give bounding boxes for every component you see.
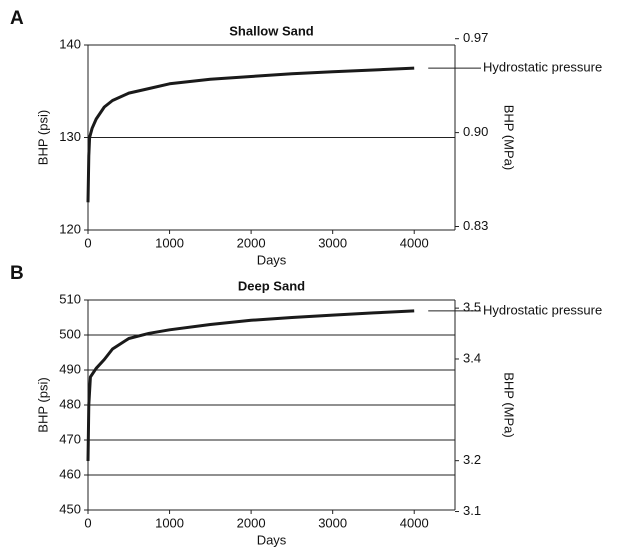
y-tick-label: 460 <box>59 466 81 481</box>
y2-axis-label: BHP (MPa) <box>502 105 517 171</box>
y-tick-label: 510 <box>59 291 81 306</box>
y-tick-label: 490 <box>59 361 81 376</box>
x-tick-label: 0 <box>84 235 91 250</box>
panel-label: B <box>10 263 24 284</box>
y2-tick-label: 3.5 <box>463 300 481 315</box>
x-tick-label: 3000 <box>318 235 347 250</box>
annotation: Hydrostatic pressure <box>483 302 602 317</box>
y2-tick-label: 0.97 <box>463 30 488 45</box>
x-tick-label: 4000 <box>400 515 429 530</box>
x-tick-label: 2000 <box>237 515 266 530</box>
data-line <box>86 66 415 203</box>
y-tick-label: 130 <box>59 129 81 144</box>
y2-tick-label: 0.90 <box>463 124 488 139</box>
x-tick-label: 3000 <box>318 515 347 530</box>
y-tick-label: 470 <box>59 431 81 446</box>
data-line <box>86 309 415 462</box>
x-tick-label: 4000 <box>400 235 429 250</box>
chart-title: Shallow Sand <box>229 23 314 38</box>
x-tick-label: 1000 <box>155 235 184 250</box>
y-axis-label: BHP (psi) <box>35 377 50 432</box>
y2-tick-label: 0.83 <box>463 218 488 233</box>
y-tick-label: 480 <box>59 396 81 411</box>
y-tick-label: 120 <box>59 221 81 236</box>
x-tick-label: 0 <box>84 515 91 530</box>
y2-tick-label: 3.2 <box>463 452 481 467</box>
x-tick-label: 2000 <box>237 235 266 250</box>
x-tick-label: 1000 <box>155 515 184 530</box>
x-axis-label: Days <box>257 252 287 267</box>
y-tick-label: 450 <box>59 501 81 516</box>
y2-tick-label: 3.4 <box>463 350 481 365</box>
y-axis-label: BHP (psi) <box>35 110 50 165</box>
y2-axis-label: BHP (MPa) <box>502 372 517 438</box>
y2-tick-label: 3.1 <box>463 503 481 518</box>
chart-title: Deep Sand <box>238 278 305 293</box>
y-tick-label: 500 <box>59 326 81 341</box>
x-axis-label: Days <box>257 532 287 547</box>
annotation: Hydrostatic pressure <box>483 60 602 75</box>
panel-label: A <box>10 8 24 29</box>
y-tick-label: 140 <box>59 36 81 51</box>
